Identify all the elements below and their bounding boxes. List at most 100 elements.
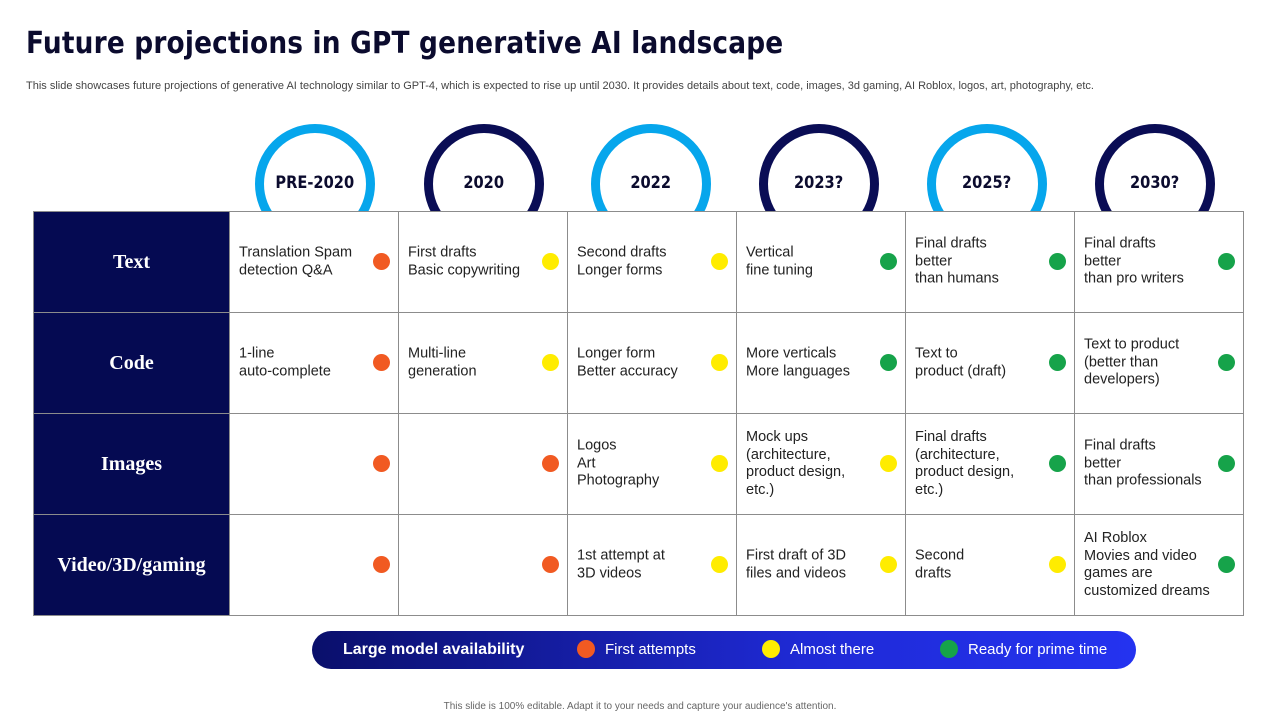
grid-cell: Vertical fine tuning [736, 211, 906, 313]
status-dot-icon [880, 556, 897, 573]
grid-row: Images Logos Art Photography Mock ups (arc… [33, 413, 1244, 515]
status-dot-icon [711, 253, 728, 270]
grid-row: Video/3D/gaming 1st attempt at 3D videos F… [33, 514, 1244, 616]
year-ring: PRE-2020 [255, 124, 375, 212]
legend-title: Large model availability [343, 641, 525, 658]
grid-cell: First drafts Basic copywriting [398, 211, 568, 313]
grid-cell: Multi-line generation [398, 312, 568, 414]
status-dot-icon [880, 354, 897, 371]
legend-item-ready: Ready for prime time [940, 640, 1107, 658]
grid-cell: More verticals More languages [736, 312, 906, 414]
status-dot-icon [1218, 455, 1235, 472]
cell-text: Text to product (draft) [915, 345, 1007, 379]
grid-cell: Second drafts Longer forms [567, 211, 737, 313]
grid-cell: Second drafts [905, 514, 1075, 616]
legend-label: Almost there [790, 640, 875, 658]
status-dot-icon [711, 455, 728, 472]
status-dot-icon [1218, 354, 1235, 371]
status-dot-icon [1049, 556, 1066, 573]
grid-cell: 1-line auto-complete [229, 312, 399, 414]
cell-text: Final drafts (architecture, product desi… [915, 428, 1015, 498]
legend-item-almost-there: Almost there [762, 640, 874, 658]
year-ring: 2025? [927, 124, 1047, 212]
status-dot-icon [542, 354, 559, 371]
row-header: Images [33, 413, 230, 515]
status-dot-icon [542, 556, 559, 573]
year-ring: 2030? [1095, 124, 1215, 212]
grid-cell: First draft of 3D files and videos [736, 514, 906, 616]
cell-text: Second drafts Longer forms [577, 244, 667, 278]
status-dot-icon [1049, 253, 1066, 270]
year-label: 2022 [630, 173, 672, 193]
legend-label: First attempts [605, 640, 696, 658]
row-header: Text [33, 211, 230, 313]
status-dot-icon [542, 455, 559, 472]
cell-text: Final drafts better than pro writers [1084, 235, 1184, 287]
grid-cell [229, 413, 399, 515]
legend-label: Ready for prime time [968, 640, 1108, 658]
status-dot-icon [880, 253, 897, 270]
grid-cell: Logos Art Photography [567, 413, 737, 515]
grid-cell: Final drafts better than professionals [1074, 413, 1244, 515]
grid-row: Text Translation Spam detection Q&A First … [33, 211, 1244, 313]
year-label: 2023? [794, 173, 844, 193]
cell-text: 1-line auto-complete [239, 345, 331, 379]
year-label: PRE-2020 [275, 173, 355, 193]
cell-text: First drafts Basic copywriting [408, 244, 521, 278]
status-dot-icon [1049, 455, 1066, 472]
cell-text: Mock ups (architecture, product design, … [746, 428, 846, 498]
status-dot-icon [373, 253, 390, 270]
status-dot-icon [1218, 556, 1235, 573]
row-header: Code [33, 312, 230, 414]
cell-text: Final drafts better than humans [915, 235, 999, 287]
status-dot-icon [880, 455, 897, 472]
projection-grid: Text Translation Spam detection Q&A First … [33, 211, 1244, 616]
grid-cell: Mock ups (architecture, product design, … [736, 413, 906, 515]
status-dot-icon [542, 253, 559, 270]
grid-cell: Final drafts better than humans [905, 211, 1075, 313]
grid-cell: AI Roblox Movies and video games are cus… [1074, 514, 1244, 616]
status-dot-icon [1218, 253, 1235, 270]
year-label: 2020 [463, 173, 505, 193]
status-dot-icon [373, 354, 390, 371]
grid-cell: Text to product (draft) [905, 312, 1075, 414]
cell-text: Vertical fine tuning [746, 244, 813, 278]
year-ring: 2020 [424, 124, 544, 212]
cell-text: Text to product (better than developers) [1084, 336, 1180, 388]
grid-cell: 1st attempt at 3D videos [567, 514, 737, 616]
year-label: 2030? [1130, 173, 1180, 193]
status-dot-icon [940, 640, 958, 658]
grid-cell [398, 514, 568, 616]
grid-cell [398, 413, 568, 515]
grid-cell: Translation Spam detection Q&A [229, 211, 399, 313]
page-subtitle: This slide showcases future projections … [26, 80, 1094, 92]
cell-text: Multi-line generation [408, 345, 477, 379]
grid-cell: Final drafts better than pro writers [1074, 211, 1244, 313]
cell-text: 1st attempt at 3D videos [577, 547, 665, 581]
cell-text: Logos Art Photography [577, 437, 660, 489]
cell-text: AI Roblox Movies and video games are cus… [1084, 529, 1210, 599]
status-dot-icon [373, 556, 390, 573]
grid-cell [229, 514, 399, 616]
year-ring: 2023? [759, 124, 879, 212]
cell-text: Longer form Better accuracy [577, 345, 678, 379]
status-dot-icon [711, 354, 728, 371]
grid-row: Code 1-line auto-complete Multi-line gener… [33, 312, 1244, 414]
year-ring: 2022 [591, 124, 711, 212]
cell-text: Second drafts [915, 547, 965, 581]
row-header: Video/3D/gaming [33, 514, 230, 616]
status-dot-icon [711, 556, 728, 573]
status-dot-icon [373, 455, 390, 472]
status-dot-icon [1049, 354, 1066, 371]
year-label: 2025? [962, 173, 1012, 193]
grid-cell: Text to product (better than developers) [1074, 312, 1244, 414]
status-dot-icon [577, 640, 595, 658]
grid-cell: Longer form Better accuracy [567, 312, 737, 414]
grid-cell: Final drafts (architecture, product desi… [905, 413, 1075, 515]
page-title: Future projections in GPT generative AI … [26, 26, 784, 61]
status-dot-icon [762, 640, 780, 658]
year-header-rings: PRE-2020 2020 2022 2023? 2025? 2030? [230, 124, 1240, 212]
legend-bar: Large model availability First attempts … [312, 631, 1136, 669]
cell-text: Final drafts better than professionals [1084, 437, 1202, 489]
cell-text: More verticals More languages [746, 345, 850, 379]
